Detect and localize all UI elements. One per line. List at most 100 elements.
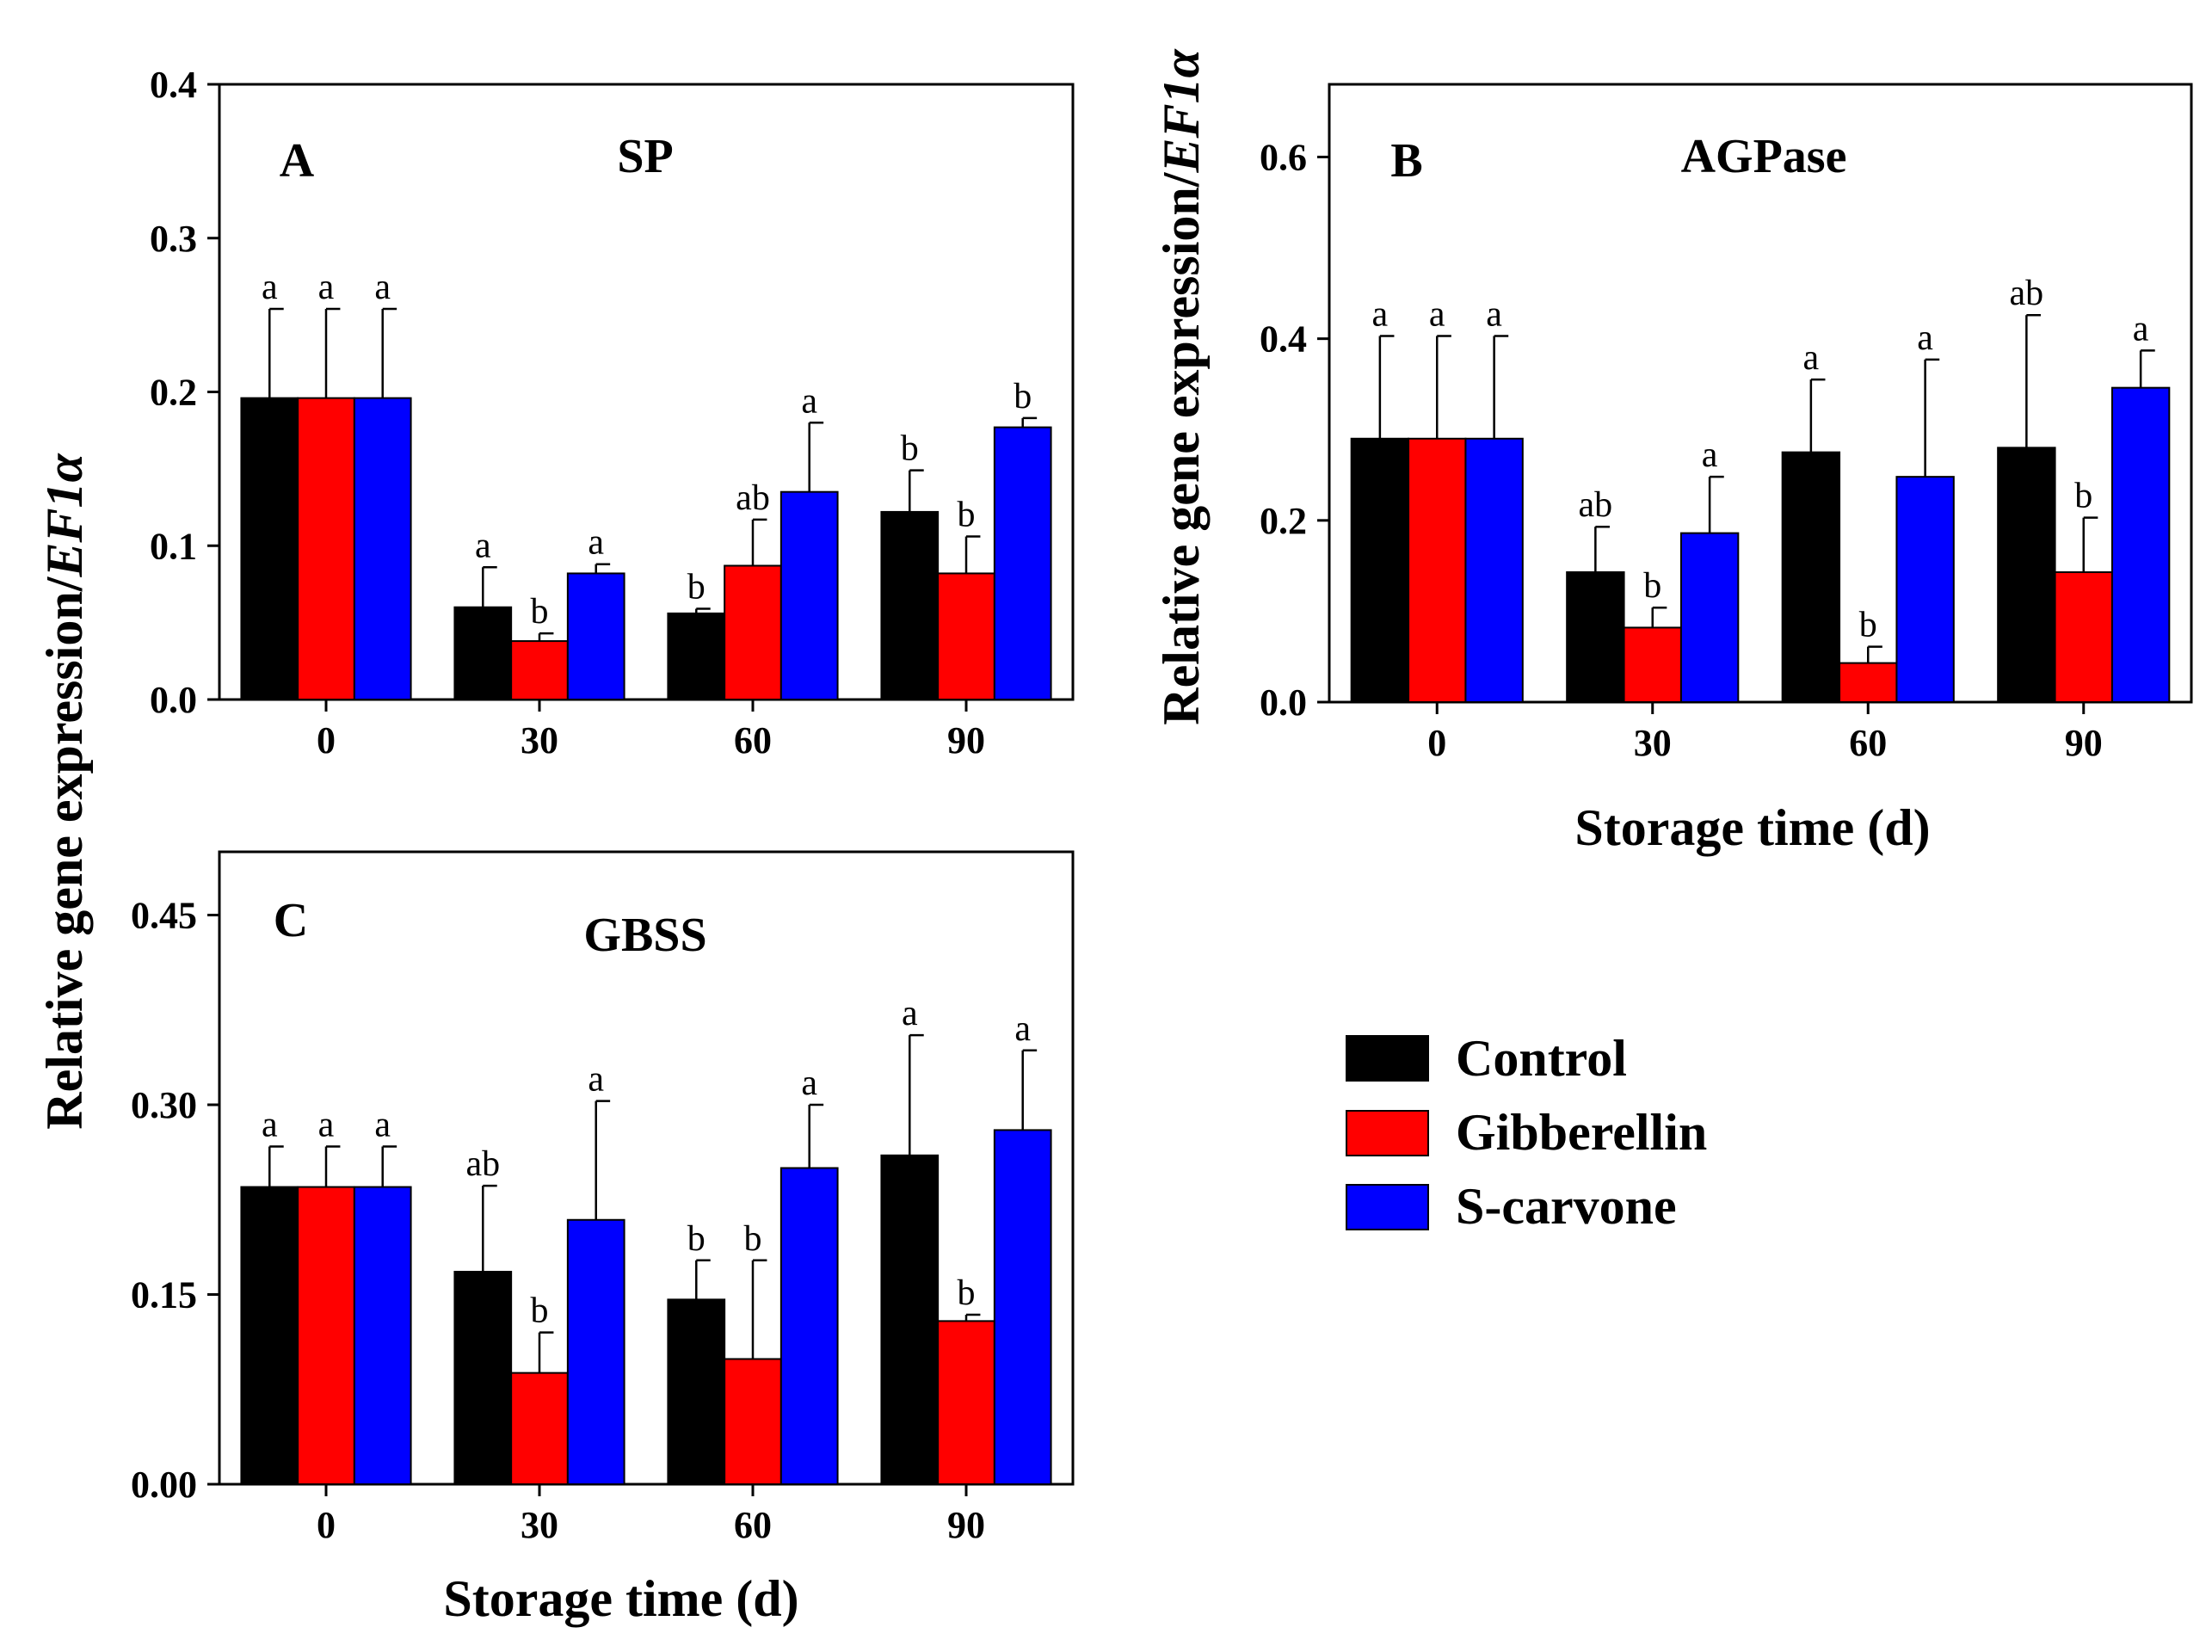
- significance-label-c: a: [1014, 1009, 1031, 1049]
- bar-a-control: Control 90: 0.122: [880, 510, 940, 700]
- plot-frame-b: [1328, 83, 2193, 704]
- x-tick-label-c: 90: [947, 1504, 985, 1546]
- significance-label-a: b: [958, 496, 976, 535]
- bar-a-s-carvone: S-carvone 30: 0.082: [566, 572, 625, 700]
- y-tick-label-a: 0.4: [150, 64, 197, 106]
- x-tick-label-a: 0: [317, 719, 336, 761]
- legend-swatch-gibberellin: [1346, 1110, 1429, 1156]
- x-axis-title-b: Storage time (d): [1574, 799, 1930, 856]
- significance-label-c: a: [801, 1063, 817, 1103]
- panel-title-a: SP: [617, 130, 673, 183]
- significance-label-b: a: [1917, 318, 1933, 358]
- significance-label-b: a: [2133, 309, 2149, 348]
- significance-label-b: b: [2074, 477, 2092, 516]
- panel-title-b: AGPase: [1681, 130, 1847, 183]
- significance-label-a: a: [262, 268, 278, 307]
- significance-label-c: a: [902, 994, 918, 1033]
- bar-c-gibberellin: Gibberellin 60: 0.099: [724, 1358, 782, 1485]
- significance-label-a: a: [801, 381, 817, 421]
- panel-b-agpase: 0.0 0.2 0.4 0.6 0 Control 0: 0.29 a Gibberellin…: [1260, 83, 2193, 764]
- x-tick-label-a: 60: [734, 719, 772, 761]
- y-axis-title-prefix: Relative gene expression/: [36, 576, 93, 1129]
- legend-label-control: Control: [1456, 1030, 1627, 1087]
- y-tick-label-b: 0.6: [1260, 136, 1307, 178]
- significance-label-a: b: [687, 568, 705, 607]
- bar-a-gibberellin: Gibberellin 60: 0.087: [724, 564, 782, 700]
- significance-label-c: a: [374, 1106, 391, 1145]
- y-tick-label-c: 0.45: [131, 895, 197, 937]
- bar-b-control: Control 0: 0.29: [1350, 437, 1410, 703]
- bar-b-s-carvone: S-carvone 30: 0.186: [1679, 532, 1740, 704]
- significance-label-c: b: [687, 1219, 705, 1259]
- significance-label-a: ab: [736, 478, 770, 518]
- y-tick-label-b: 0.0: [1260, 681, 1307, 724]
- x-tick-label-b: 0: [1427, 722, 1446, 764]
- y-axis-title: Relative gene expression/EF1α: [36, 453, 93, 1130]
- significance-label-c: b: [531, 1291, 549, 1331]
- significance-label-a: a: [588, 523, 604, 563]
- significance-label-c: b: [958, 1273, 976, 1313]
- bar-a-s-carvone: S-carvone 90: 0.177: [993, 426, 1052, 700]
- panel-letter-c: C: [274, 894, 308, 947]
- x-tick-label-b: 30: [1634, 722, 1672, 764]
- bar-b-control: Control 90: 0.28: [1997, 447, 2056, 704]
- x-tick-label-a: 90: [947, 719, 985, 761]
- x-axis-title-c: Storage time (d): [443, 1570, 798, 1627]
- legend-swatch-s-carvone: [1346, 1184, 1429, 1230]
- bar-b-s-carvone: S-carvone 60: 0.248: [1895, 476, 1955, 703]
- y-tick-label-c: 0.30: [131, 1084, 197, 1126]
- bar-c-gibberellin: Gibberellin 30: 0.088: [510, 1372, 569, 1486]
- panel-c-gbss: 0.00 0.15 0.30 0.45 0 Control 0: 0.235 a Gibber…: [131, 850, 1075, 1546]
- bar-c-s-carvone: S-carvone 0: 0.235: [353, 1186, 412, 1486]
- bar-c-gibberellin: Gibberellin 0: 0.235: [297, 1186, 355, 1486]
- panel-letter-b: B: [1390, 134, 1422, 188]
- y-tick-label-a: 0.2: [150, 372, 197, 414]
- bar-a-gibberellin: Gibberellin 90: 0.082: [937, 572, 995, 700]
- bar-a-gibberellin: Gibberellin 30: 0.038: [510, 640, 569, 701]
- significance-label-c: a: [318, 1106, 335, 1145]
- bar-b-gibberellin: Gibberellin 60: 0.043: [1839, 662, 1898, 703]
- x-tick-label-c: 0: [317, 1504, 336, 1546]
- significance-label-a: a: [475, 526, 491, 565]
- significance-label-b: a: [1372, 294, 1389, 334]
- significance-label-a: a: [318, 268, 335, 307]
- bar-c-control: Control 60: 0.146: [667, 1298, 726, 1485]
- legend: Control Gibberellin S-carvone: [1346, 1030, 1707, 1235]
- y-axis-title-b-prefix: Relative gene expression/: [1153, 171, 1210, 724]
- bar-a-control: Control 30: 0.06: [453, 606, 513, 700]
- bar-c-s-carvone: S-carvone 60: 0.25: [779, 1167, 839, 1485]
- significance-label-b: ab: [2010, 274, 2044, 313]
- significance-label-a: b: [531, 592, 549, 632]
- y-axis-title-gene: EF1α: [36, 453, 93, 578]
- bar-a-gibberellin: Gibberellin 0: 0.196: [297, 397, 355, 700]
- bar-a-control: Control 0: 0.196: [240, 397, 299, 700]
- bar-c-s-carvone: S-carvone 30: 0.209: [566, 1218, 625, 1486]
- bar-c-control: Control 90: 0.26: [880, 1154, 940, 1486]
- y-tick-label-c: 0.15: [131, 1274, 197, 1316]
- significance-label-b: a: [1486, 294, 1502, 334]
- significance-label-c: a: [588, 1060, 604, 1100]
- bar-c-control: Control 0: 0.235: [240, 1186, 299, 1486]
- bar-a-s-carvone: S-carvone 60: 0.135: [779, 490, 839, 700]
- x-tick-label-b: 60: [1849, 722, 1887, 764]
- significance-label-b: a: [1702, 435, 1718, 475]
- significance-label-b: a: [1803, 338, 1820, 378]
- y-tick-label-a: 0.1: [150, 525, 197, 567]
- bar-a-s-carvone: S-carvone 0: 0.196: [353, 397, 412, 700]
- x-tick-label-c: 60: [734, 1504, 772, 1546]
- x-tick-label-b: 90: [2065, 722, 2103, 764]
- bar-b-gibberellin: Gibberellin 30: 0.082: [1623, 626, 1682, 704]
- significance-label-b: b: [1643, 566, 1661, 606]
- significance-label-c: a: [262, 1106, 278, 1145]
- x-tick-label-a: 30: [521, 719, 558, 761]
- bar-c-gibberellin: Gibberellin 90: 0.129: [937, 1320, 995, 1485]
- significance-label-b: b: [1859, 606, 1877, 645]
- bar-b-control: Control 30: 0.143: [1566, 571, 1625, 704]
- y-tick-label-b: 0.4: [1260, 318, 1307, 361]
- x-tick-label-c: 30: [521, 1504, 558, 1546]
- bar-b-control: Control 60: 0.275: [1781, 451, 1841, 703]
- bar-a-control: Control 60: 0.056: [667, 612, 726, 701]
- significance-label-c: ab: [465, 1144, 500, 1184]
- y-tick-label-b: 0.2: [1260, 500, 1307, 542]
